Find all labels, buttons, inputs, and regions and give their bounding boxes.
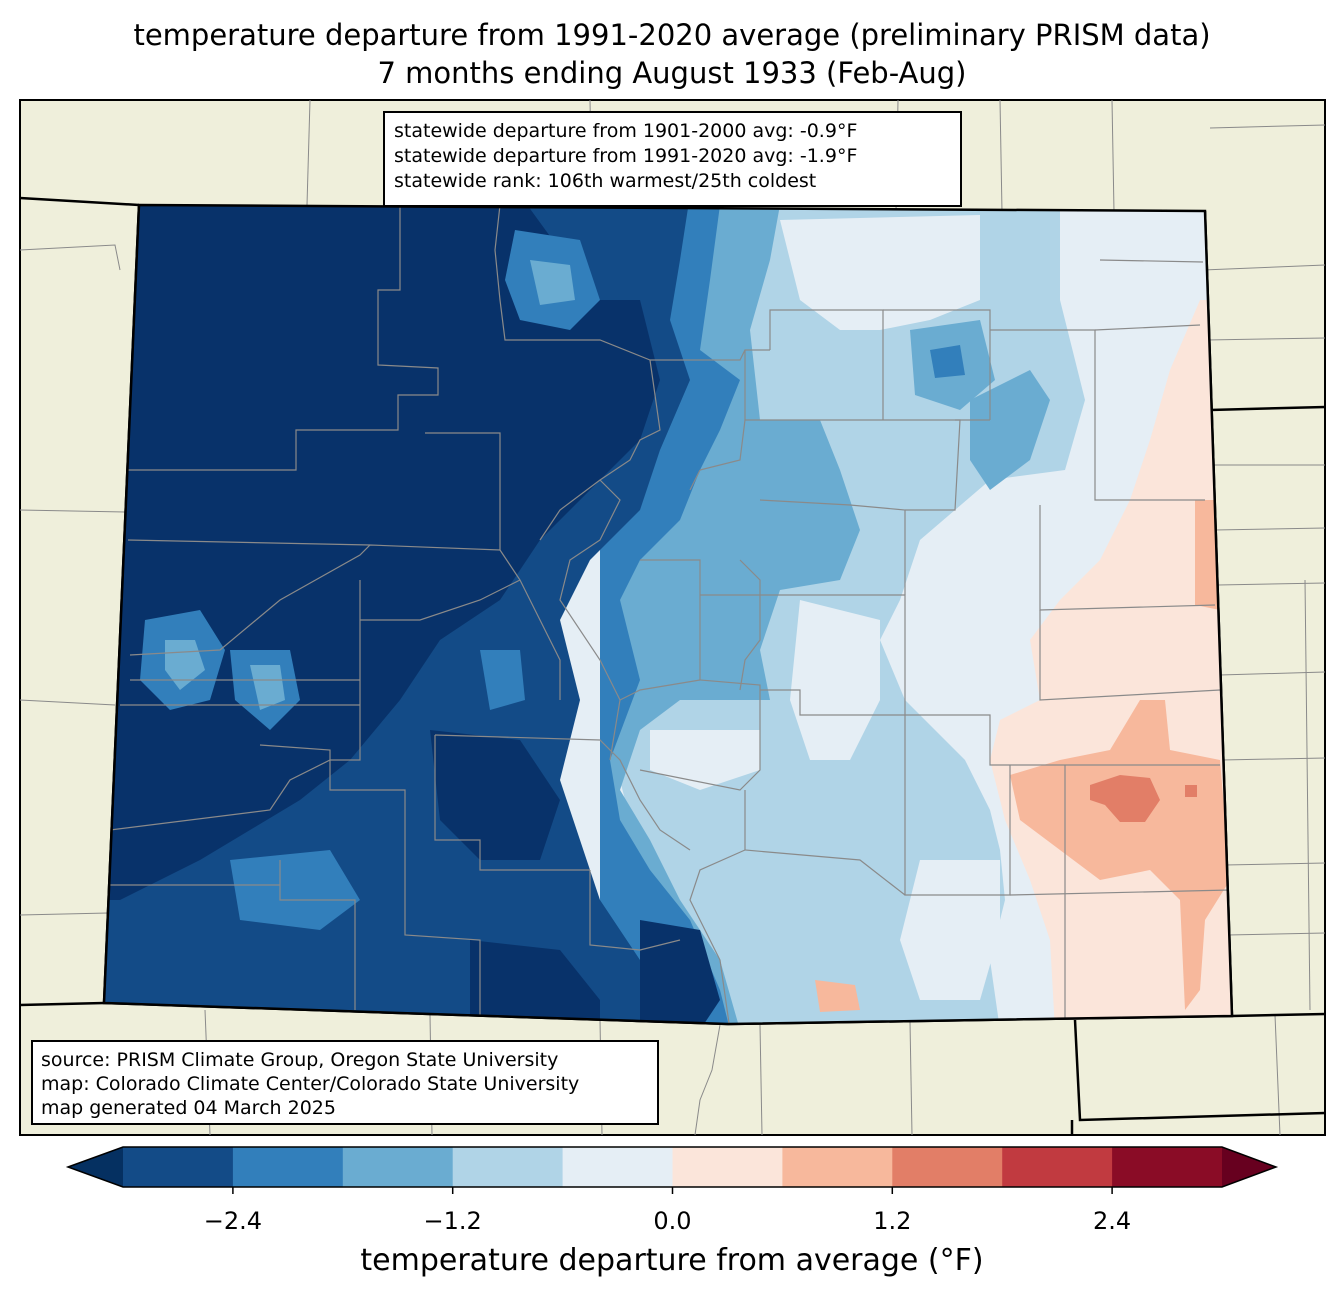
colorbar-bin-2: [342, 1147, 454, 1187]
colorbar-tick-label-4: 2.4: [1093, 1207, 1132, 1235]
stats-line-rank: statewide rank: 106th warmest/25th colde…: [394, 170, 817, 192]
colorbar-bin-6: [782, 1147, 893, 1187]
source-line-prism: source: PRISM Climate Group, Oregon Stat…: [41, 1049, 559, 1071]
colorbar-over-arrow: [1222, 1147, 1276, 1187]
colorado-border: [102, 203, 1234, 1026]
stats-line-1991-2020: statewide departure from 1991-2020 avg: …: [394, 145, 858, 167]
source-line-generated: map generated 04 March 2025: [41, 1097, 336, 1119]
colorbar-tick-label-3: 1.2: [873, 1207, 912, 1235]
county-lines: [109, 205, 1231, 1024]
colorbar-bin-5: [672, 1147, 783, 1187]
stats-line-1901-2000: statewide departure from 1901-2000 avg: …: [394, 120, 858, 142]
colorbar: [65, 1146, 1279, 1194]
map-title: temperature departure from 1991-2020 ave…: [133, 18, 1211, 52]
colorbar-tick-label-2: 0.0: [653, 1207, 692, 1235]
map-subtitle: 7 months ending August 1933 (Feb-Aug): [377, 56, 967, 90]
colorbar-label: temperature departure from average (°F): [360, 1243, 984, 1278]
colorbar-tick-label-1: −1.2: [423, 1207, 482, 1235]
colorbar-bin-3: [452, 1147, 564, 1187]
colorbar-bin-9: [1112, 1147, 1223, 1187]
colorbar-outline: [65, 1146, 1279, 1188]
source-box: source: PRISM Climate Group, Oregon Stat…: [31, 1040, 659, 1125]
colorbar-tick-label-0: −2.4: [203, 1207, 263, 1235]
colorbar-bin-8: [1002, 1147, 1113, 1187]
colorbar-bin-4: [562, 1147, 673, 1187]
colorbar-bin-1: [232, 1147, 344, 1187]
colorbar-bin-7: [892, 1147, 1003, 1187]
colorbar-under-arrow: [68, 1147, 123, 1187]
colorbar-bin-0: [123, 1147, 234, 1187]
source-line-map: map: Colorado Climate Center/Colorado St…: [41, 1073, 580, 1095]
temperature-field: [104, 205, 1232, 1024]
statewide-stats-box: statewide departure from 1901-2000 avg: …: [383, 111, 962, 207]
